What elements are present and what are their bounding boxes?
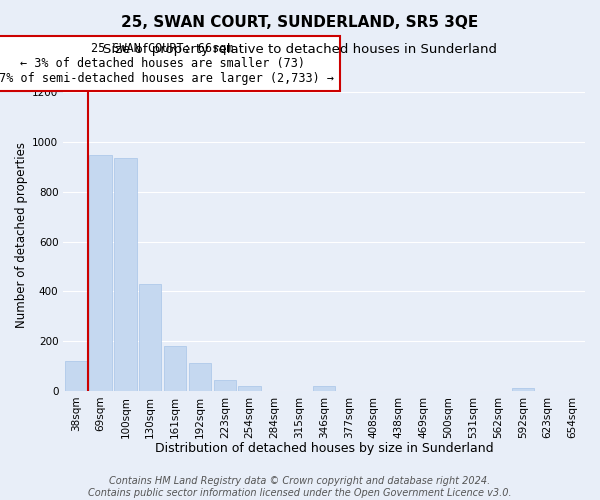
Bar xyxy=(65,361,87,391)
Bar xyxy=(189,364,211,391)
Text: 25, SWAN COURT, SUNDERLAND, SR5 3QE: 25, SWAN COURT, SUNDERLAND, SR5 3QE xyxy=(121,15,479,30)
Text: 25 SWAN COURT: 66sqm
← 3% of detached houses are smaller (73)
97% of semi-detach: 25 SWAN COURT: 66sqm ← 3% of detached ho… xyxy=(0,42,334,85)
Text: Contains HM Land Registry data © Crown copyright and database right 2024.
Contai: Contains HM Land Registry data © Crown c… xyxy=(88,476,512,498)
Bar xyxy=(512,388,534,391)
Bar xyxy=(214,380,236,391)
Bar xyxy=(89,154,112,391)
Bar xyxy=(164,346,186,391)
Text: Size of property relative to detached houses in Sunderland: Size of property relative to detached ho… xyxy=(103,42,497,56)
X-axis label: Distribution of detached houses by size in Sunderland: Distribution of detached houses by size … xyxy=(155,442,493,455)
Bar xyxy=(313,386,335,391)
Bar xyxy=(139,284,161,391)
Bar xyxy=(238,386,261,391)
Bar xyxy=(114,158,137,391)
Y-axis label: Number of detached properties: Number of detached properties xyxy=(15,142,28,328)
